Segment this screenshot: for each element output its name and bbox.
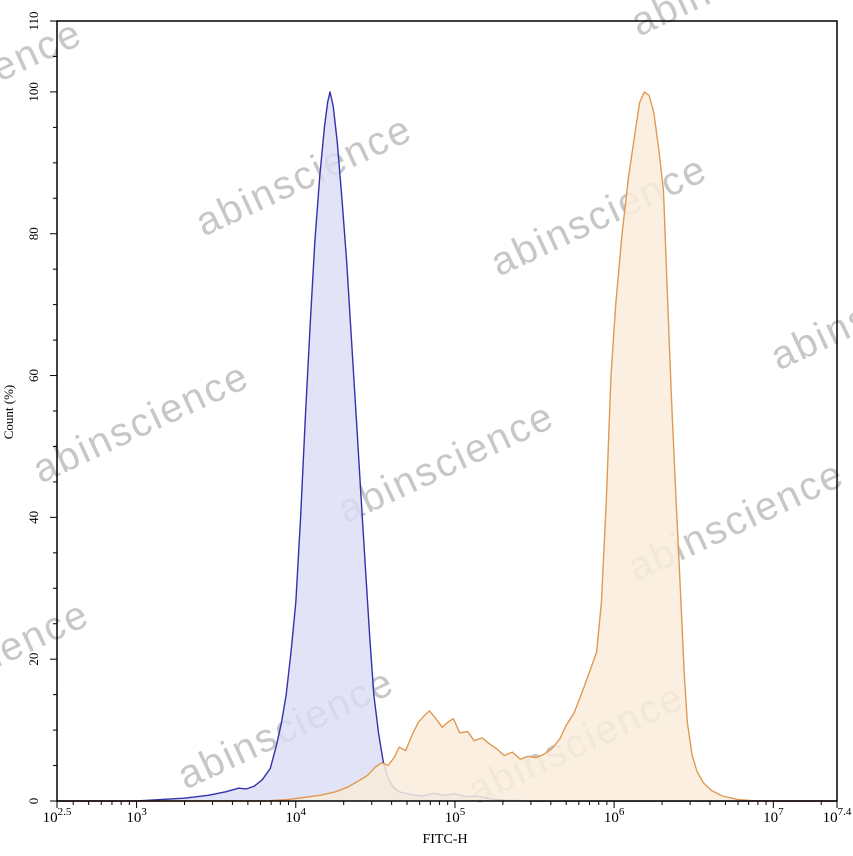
watermark-text: abinscience bbox=[0, 592, 96, 730]
x-axis-tick-label: 103 bbox=[126, 806, 147, 826]
x-axis-tick-label: 104 bbox=[286, 806, 307, 826]
y-axis-tick-label: 20 bbox=[26, 653, 41, 666]
x-axis-tick-label: 107.4 bbox=[823, 806, 852, 826]
y-axis-title: Count (%) bbox=[1, 384, 16, 440]
x-axis-tick-label: 106 bbox=[604, 806, 625, 826]
y-axis-tick-label: 100 bbox=[26, 82, 41, 102]
watermark-text: abinscience bbox=[189, 107, 419, 245]
y-axis-tick-label: 80 bbox=[26, 227, 41, 240]
watermark-text: abinscience bbox=[624, 0, 853, 45]
axis-ticks bbox=[50, 20, 838, 808]
y-axis-tick-label: 0 bbox=[26, 798, 41, 805]
orange-histogram-curve bbox=[57, 91, 837, 802]
y-axis-tick-label: 60 bbox=[26, 369, 41, 382]
watermark-text: abinscience bbox=[26, 354, 256, 492]
watermark-text: abinscience bbox=[331, 394, 561, 532]
watermark-text: abinscience bbox=[764, 241, 853, 379]
y-axis-tick-label: 110 bbox=[26, 11, 41, 30]
watermark-layer: abinscience abinscience abinscience abinsci… bbox=[0, 0, 853, 813]
x-axis-title: FITC-H bbox=[422, 832, 468, 847]
x-axis-tick-label: 102.5 bbox=[43, 806, 72, 826]
x-axis-tick-label: 105 bbox=[445, 806, 466, 826]
x-axis-tick-label: 107 bbox=[763, 806, 784, 826]
watermark-text: abinscience bbox=[484, 147, 714, 285]
y-axis-tick-label: 40 bbox=[26, 511, 41, 524]
watermark-text: abinscience bbox=[0, 11, 89, 149]
